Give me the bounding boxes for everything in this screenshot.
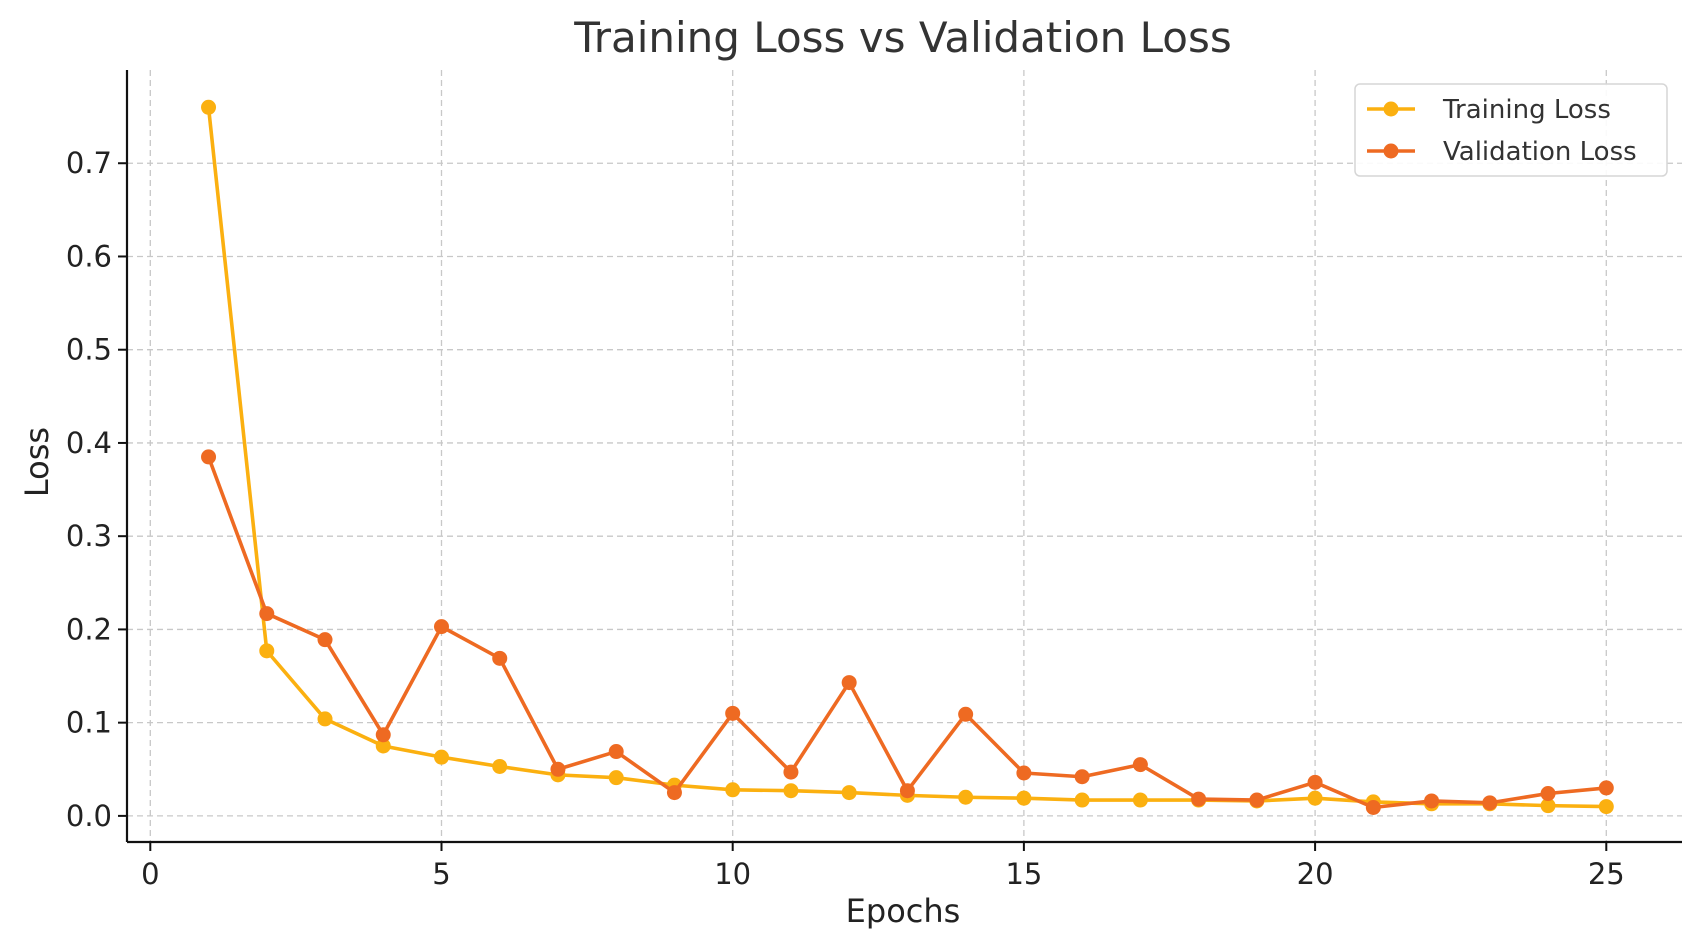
- series: [201, 99, 1614, 816]
- data-point: [783, 783, 799, 799]
- data-point: [1132, 792, 1148, 808]
- axes: 0 5 10 15 20 25 0.0 0.1 0.2 0.3 0.4 0.5 0.6 0.7: [66, 70, 1682, 891]
- data-point: [1191, 791, 1207, 807]
- y-tick-label: 0.5: [66, 333, 112, 367]
- data-point: [1540, 786, 1556, 802]
- legend-item: Validation Loss: [1367, 137, 1637, 167]
- x-tick-label: 20: [1297, 857, 1334, 891]
- legend-label: Training Loss: [1442, 95, 1611, 125]
- legend-marker: [1383, 101, 1399, 117]
- y-tick-label: 0.6: [66, 239, 112, 273]
- data-point: [1424, 793, 1440, 809]
- y-tick-label: 0.3: [66, 519, 112, 553]
- data-point: [201, 99, 217, 115]
- x-tick-label: 0: [141, 857, 159, 891]
- x-tick-label: 15: [1005, 857, 1042, 891]
- x-axis-label: Epochs: [846, 892, 961, 930]
- data-point: [492, 650, 508, 666]
- data-point: [725, 782, 741, 798]
- x-tick-label: 10: [714, 857, 751, 891]
- data-point: [1540, 798, 1556, 814]
- grid: [127, 70, 1682, 842]
- y-tick-label: 0.7: [66, 146, 112, 180]
- data-point: [783, 764, 799, 780]
- series-line: [206, 456, 1607, 810]
- data-point: [1074, 769, 1090, 785]
- x-tick-label: 25: [1588, 857, 1625, 891]
- data-point: [1132, 757, 1148, 773]
- data-point: [841, 785, 857, 801]
- legend-marker: [1383, 143, 1399, 159]
- data-point: [259, 643, 275, 659]
- legend-label: Validation Loss: [1443, 137, 1637, 167]
- data-point: [725, 705, 741, 721]
- y-tick-label: 0.1: [66, 706, 112, 740]
- x-tick-label: 5: [432, 857, 450, 891]
- data-point: [492, 758, 508, 774]
- legend-item: Training Loss: [1367, 95, 1611, 125]
- data-point: [317, 632, 333, 648]
- legend: Training Loss Validation Loss: [1354, 83, 1668, 177]
- data-point: [201, 449, 217, 465]
- data-point: [259, 606, 275, 622]
- data-point: [841, 675, 857, 691]
- data-point: [608, 744, 624, 760]
- data-point: [375, 727, 391, 743]
- data-point: [317, 711, 333, 727]
- series-1: [201, 449, 1614, 816]
- legend-box: [1354, 83, 1668, 177]
- data-point: [550, 761, 566, 777]
- y-tick-label: 0.2: [66, 612, 112, 646]
- series-line: [206, 107, 1607, 809]
- data-point: [1482, 795, 1498, 811]
- data-point: [1307, 774, 1323, 790]
- y-tick-label: 0.0: [66, 799, 112, 833]
- data-point: [1016, 790, 1032, 806]
- data-point: [1307, 790, 1323, 806]
- data-point: [1249, 792, 1265, 808]
- data-point: [666, 785, 682, 801]
- series-0: [201, 99, 1614, 815]
- data-point: [1598, 780, 1614, 796]
- data-point: [1598, 799, 1614, 815]
- data-point: [1074, 792, 1090, 808]
- y-tick-label: 0.4: [66, 426, 112, 460]
- data-point: [899, 783, 915, 799]
- data-point: [433, 619, 449, 635]
- chart-title: Training Loss vs Validation Loss: [573, 13, 1232, 62]
- data-point: [958, 706, 974, 722]
- data-point: [1016, 765, 1032, 781]
- data-point: [375, 738, 391, 754]
- data-point: [433, 749, 449, 765]
- data-point: [608, 770, 624, 786]
- y-axis-label: Loss: [18, 427, 56, 497]
- data-point: [1365, 800, 1381, 816]
- data-point: [958, 789, 974, 805]
